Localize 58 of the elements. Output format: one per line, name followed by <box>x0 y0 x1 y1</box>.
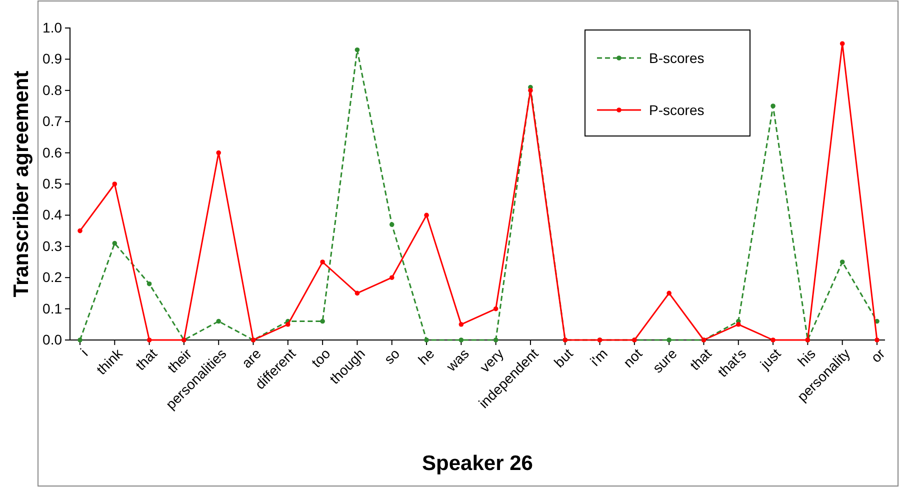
point <box>770 104 776 108</box>
point <box>493 306 498 312</box>
x-tick-label: that <box>132 345 160 374</box>
x-tick-label: or <box>868 345 888 366</box>
point <box>528 88 533 93</box>
x-tick-label: he <box>414 345 438 368</box>
point <box>770 338 776 342</box>
y-tick-label: 0.2 <box>42 269 62 286</box>
legend-label: P-scores <box>649 102 704 118</box>
point <box>458 338 464 342</box>
point <box>320 260 325 264</box>
point <box>874 338 880 342</box>
y-tick-label: 1.0 <box>42 19 62 36</box>
y-tick-label: 0.0 <box>42 331 62 348</box>
point <box>78 228 82 234</box>
y-tick-label: 0.7 <box>42 113 62 130</box>
point <box>424 212 429 218</box>
y-axis-title: Transcriber agreement <box>10 70 33 298</box>
point <box>389 222 394 227</box>
point <box>112 240 118 246</box>
point <box>736 322 741 327</box>
x-tick-label: that <box>686 345 715 374</box>
legend-label: B-scores <box>649 50 704 66</box>
point <box>216 150 222 156</box>
x-axis-title: Speaker 26 <box>422 452 533 475</box>
x-tick-label: not <box>620 345 646 370</box>
x-tick-label: was <box>442 345 472 376</box>
point <box>493 338 498 342</box>
point <box>666 338 672 342</box>
x-tick-label: i <box>77 345 91 359</box>
point <box>424 338 429 342</box>
x-tick-label: sure <box>649 345 680 376</box>
x-tick-label: i'm <box>586 345 611 370</box>
y-tick-label: 0.3 <box>42 238 62 254</box>
point <box>354 290 360 296</box>
point <box>840 260 845 264</box>
x-tick-label: too <box>308 345 334 370</box>
point <box>320 318 325 324</box>
y-tick-label: 0.5 <box>42 175 62 192</box>
point <box>389 275 394 280</box>
point <box>286 322 290 327</box>
y-tick-label: 0.1 <box>42 300 62 316</box>
y-tick-label: 0.8 <box>42 82 62 98</box>
point <box>146 281 152 286</box>
point <box>112 182 118 186</box>
point <box>458 322 464 327</box>
y-tick-label: 0.4 <box>42 206 62 223</box>
y-tick-label: 0.6 <box>42 144 62 160</box>
point <box>216 318 222 324</box>
point <box>840 41 845 46</box>
x-tick-label: just <box>756 345 784 373</box>
point <box>146 338 152 342</box>
y-tick-label: 0.9 <box>42 50 62 67</box>
point <box>354 47 360 52</box>
x-tick-label: so <box>380 345 403 368</box>
x-tick-label: but <box>550 345 576 370</box>
point <box>78 338 82 342</box>
point <box>666 290 672 296</box>
